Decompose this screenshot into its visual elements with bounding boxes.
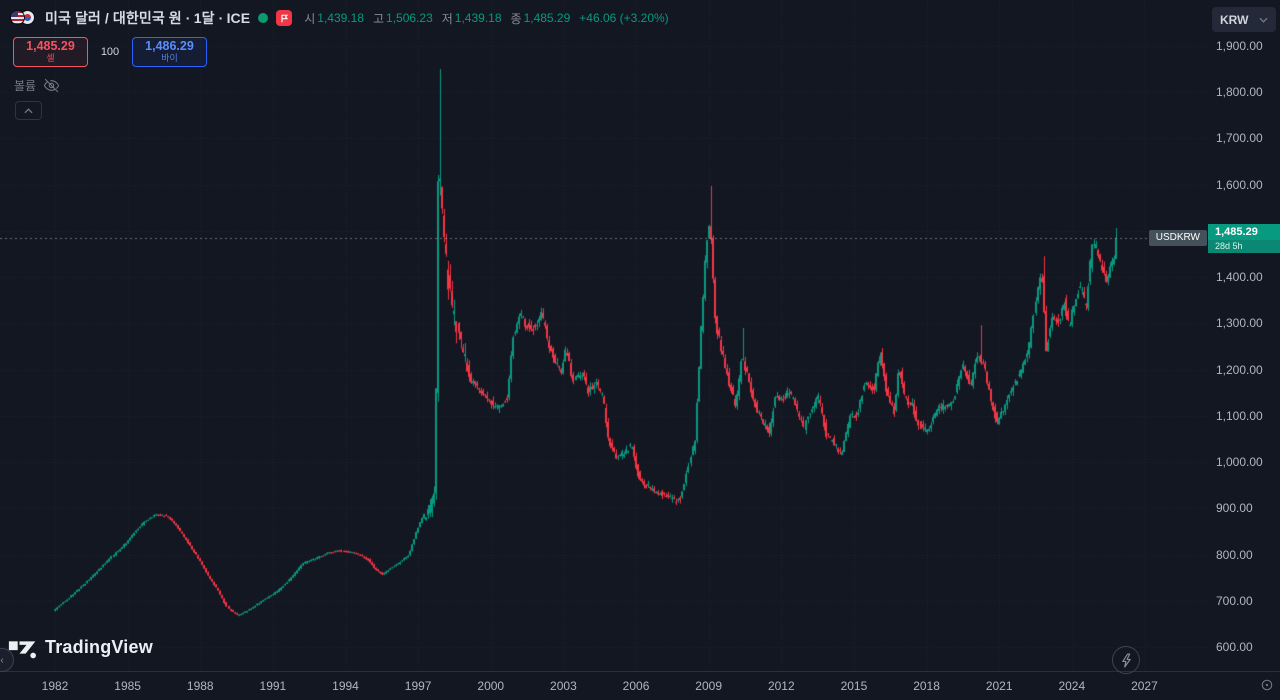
time-axis-label: 1988 — [186, 679, 214, 693]
collapse-legend-button[interactable] — [15, 101, 42, 120]
change-value: +46.06 (+3.20%) — [579, 11, 669, 25]
chevron-down-icon — [1259, 17, 1268, 23]
tradingview-watermark[interactable]: TradingView — [8, 634, 153, 661]
market-notice-icon[interactable] — [276, 10, 293, 26]
sell-price: 1,485.29 — [26, 39, 75, 54]
sell-button[interactable]: 1,485.29 셀 — [13, 37, 88, 67]
flag-icon — [281, 14, 288, 22]
market-open-status-icon[interactable] — [258, 13, 269, 23]
watermark-brand: TradingView — [45, 637, 153, 657]
eye-off-icon[interactable] — [43, 77, 60, 94]
price-line-symbol-chip: USDKRW — [1148, 229, 1207, 246]
price-axis-label: 1,900.00 — [1216, 38, 1263, 53]
time-axis-label: 2018 — [913, 679, 940, 693]
price-axis-label: 1,300.00 — [1216, 316, 1263, 331]
time-axis-label: 1994 — [332, 679, 359, 693]
price-axis-label: 1,600.00 — [1216, 177, 1263, 192]
buy-label: 바이 — [161, 53, 178, 64]
price-axis-label: 1,100.00 — [1216, 408, 1263, 423]
time-axis-label: 1997 — [404, 679, 432, 693]
price-axis-label: 1,800.00 — [1216, 85, 1263, 100]
lightning-icon — [1121, 652, 1131, 668]
price-axis-label: 800.00 — [1216, 547, 1253, 562]
open-value: 1,439.18 — [317, 11, 364, 25]
symbol-title[interactable]: 미국 달러 / 대한민국 원 ∙ 1달 ∙ ICE — [45, 10, 251, 26]
usd-flag-icon — [10, 10, 25, 25]
tradingview-logo-icon — [8, 641, 36, 659]
price-axis[interactable]: KRW 1,900.001,800.001,700.001,600.001,50… — [1208, 0, 1280, 672]
time-axis-label: 2000 — [477, 679, 505, 693]
time-axis[interactable]: 1982 1985 1988 1991 1994 1997 2000 2003 2006 2009… — [0, 671, 1280, 700]
price-line-symbol-label: USDKRW — [1155, 232, 1200, 244]
time-axis-label: 2009 — [695, 679, 723, 693]
close-value: 1,485.29 — [523, 11, 571, 25]
time-axis-label: 2003 — [550, 679, 577, 693]
quantity-value[interactable]: 100 — [100, 46, 120, 58]
time-axis-label: 2012 — [767, 679, 795, 693]
time-axis-label: 2024 — [1058, 679, 1086, 693]
buy-button[interactable]: 1,486.29 바이 — [132, 37, 207, 67]
price-axis-label: 600.00 — [1216, 640, 1253, 654]
price-chart-canvas[interactable] — [0, 0, 1208, 672]
chevron-up-icon — [24, 107, 33, 113]
volume-legend: 볼륨 — [14, 77, 60, 94]
price-axis-label: 700.00 — [1216, 593, 1253, 608]
axis-settings-icon[interactable] — [1260, 678, 1274, 692]
price-axis-label: 1,200.00 — [1216, 362, 1263, 377]
price-axis-label: 1,000.00 — [1216, 455, 1263, 470]
time-axis-label: 2015 — [840, 679, 868, 693]
sell-label: 셀 — [46, 53, 55, 64]
price-axis-label: 1,700.00 — [1216, 131, 1263, 146]
price-axis-label: 900.00 — [1216, 501, 1253, 516]
open-label: 시 — [304, 11, 316, 26]
instant-trading-button[interactable] — [1112, 646, 1140, 674]
time-axis-label: 2021 — [985, 679, 1013, 693]
high-label: 고 — [372, 11, 385, 26]
time-axis-label: 1991 — [259, 679, 287, 693]
volume-label[interactable]: 볼륨 — [14, 79, 37, 93]
close-label: 종 — [510, 11, 522, 26]
low-label: 저 — [441, 11, 453, 26]
time-axis-label: 1982 — [41, 679, 69, 693]
price-axis-label: 1,400.00 — [1216, 270, 1263, 285]
symbol-header: 미국 달러 / 대한민국 원 ∙ 1달 ∙ ICE 시 1,439.18 고 1… — [10, 8, 678, 28]
buy-price: 1,486.29 — [145, 39, 194, 54]
time-axis-label: 2027 — [1131, 679, 1158, 693]
bar-countdown: 28d 5h — [1208, 239, 1280, 253]
time-axis-label: 1985 — [114, 679, 141, 693]
current-price-value: 1,485.29 — [1208, 223, 1280, 240]
currency-selector[interactable]: KRW — [1212, 7, 1276, 32]
time-axis-label: 2006 — [622, 679, 650, 693]
low-value: 1,439.18 — [454, 11, 502, 25]
currency-label: KRW — [1220, 12, 1249, 27]
symbol-pair-logo-icon[interactable] — [10, 9, 37, 27]
current-price-badge: 1,485.29 28d 5h — [1208, 223, 1280, 253]
high-value: 1,506.23 — [386, 11, 433, 25]
trade-panel: 1,485.29 셀 100 1,486.29 바이 — [13, 37, 207, 67]
ohlc-values: 시 1,439.18 고 1,506.23 저 1,439.18 종 1,485… — [304, 10, 677, 27]
